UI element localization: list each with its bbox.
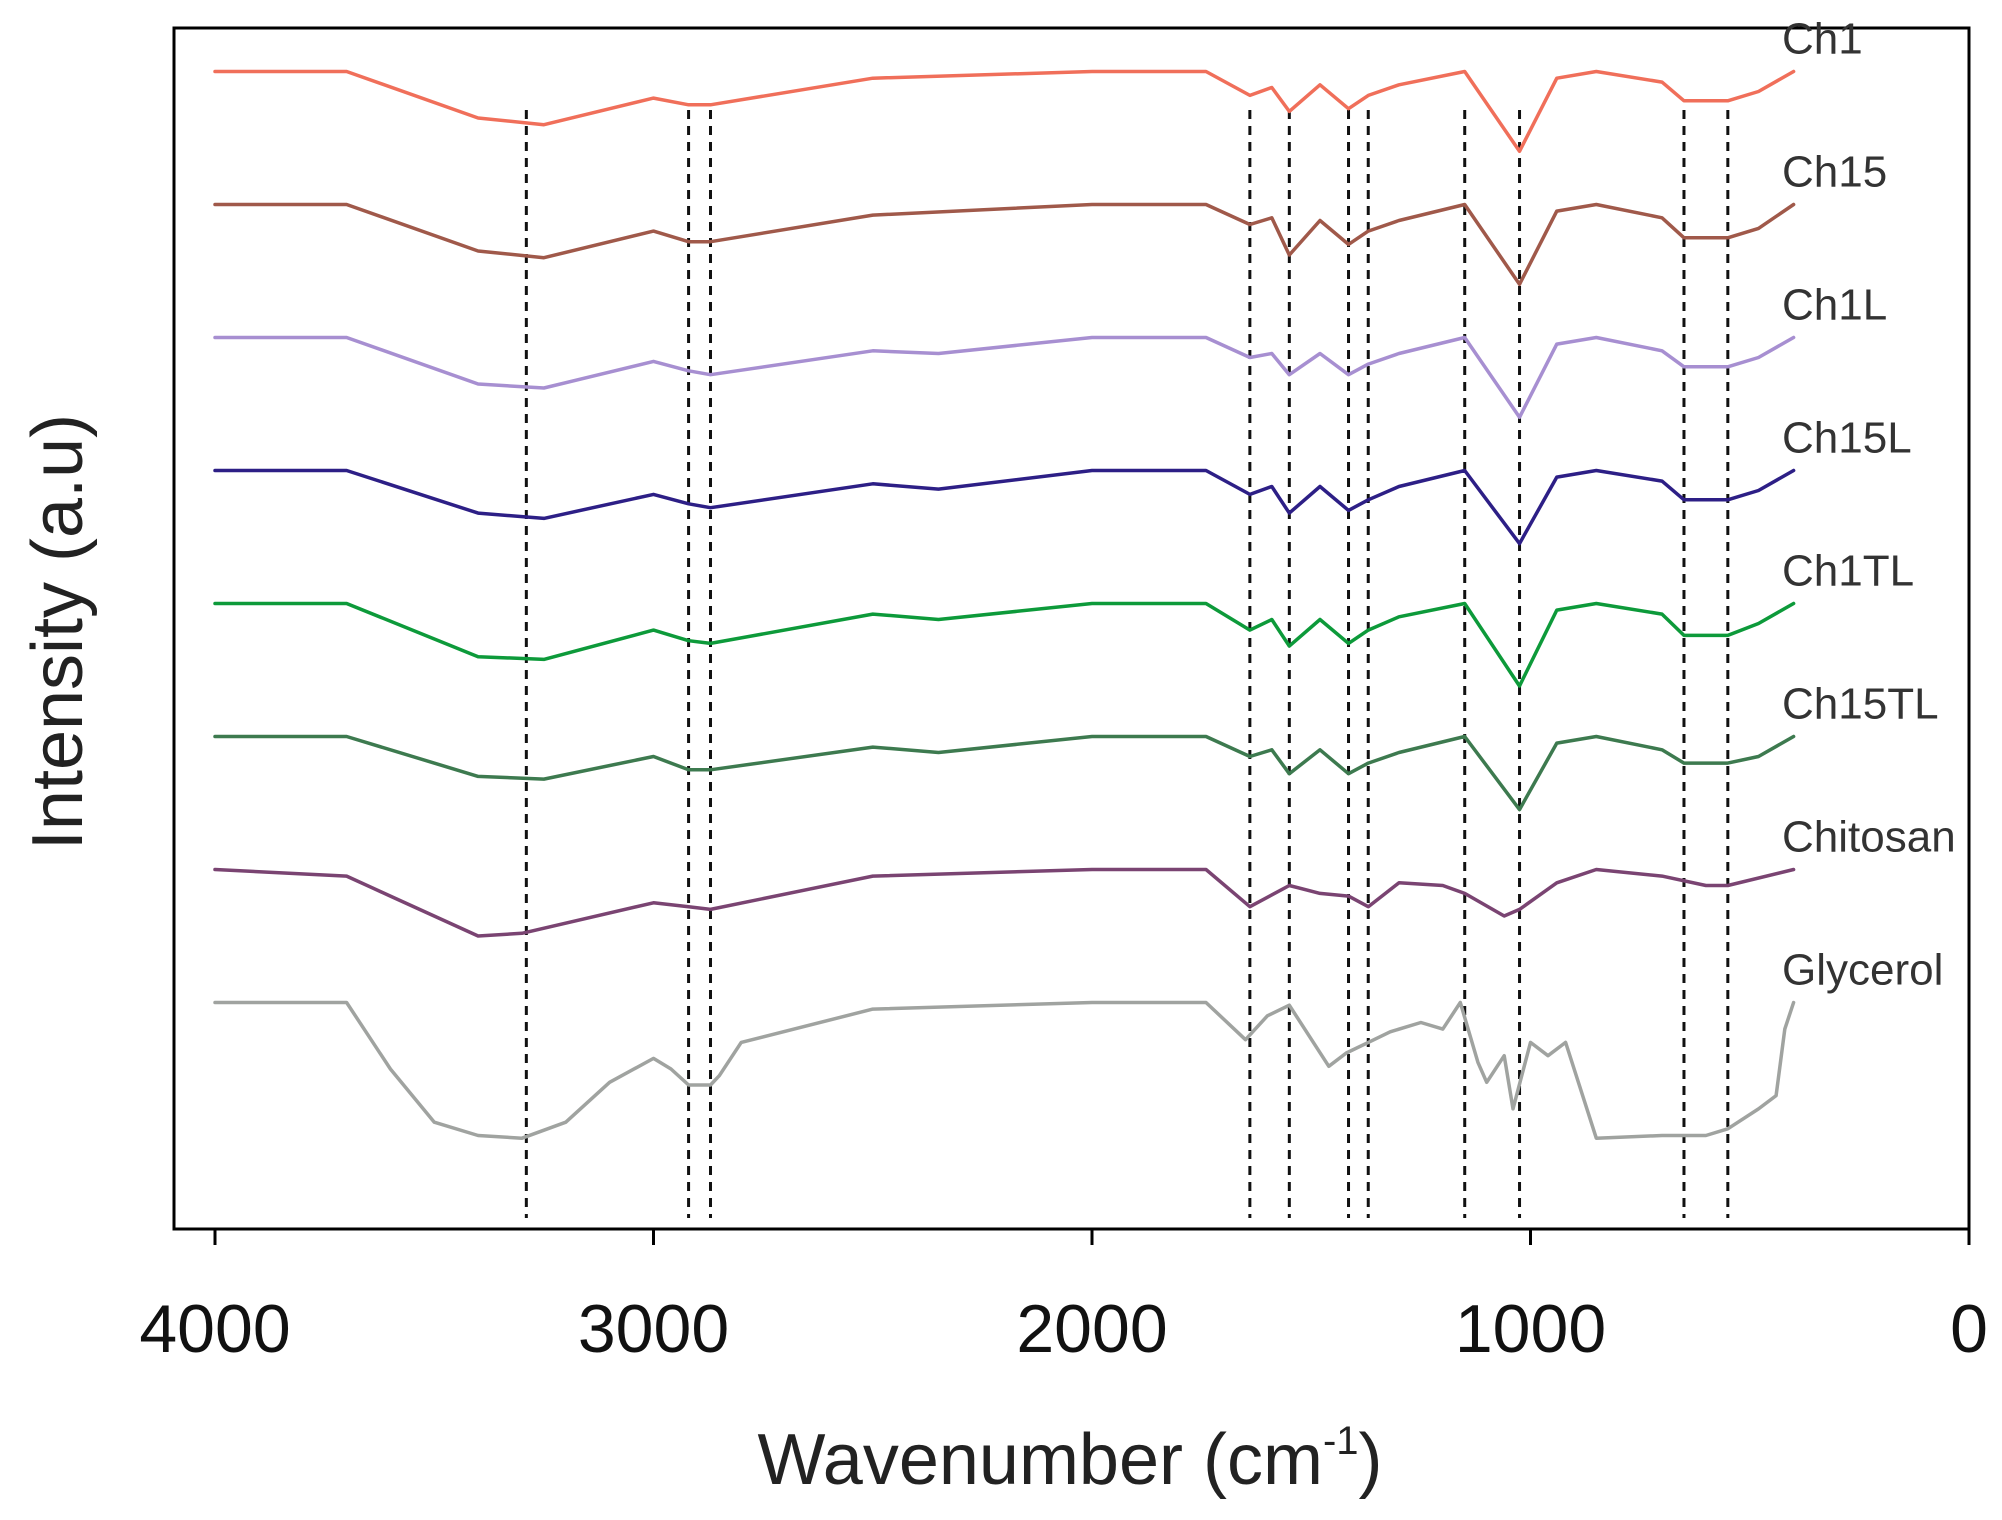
plot-frame — [172, 26, 1971, 1231]
series-line-ch15l — [213, 468, 1796, 546]
x-tick-label-2000: 2000 — [1016, 1291, 1167, 1367]
x-axis-label-close: ) — [1359, 1420, 1383, 1500]
series-label-chitosan: Chitosan — [1782, 813, 1956, 862]
series-group — [213, 69, 1796, 1140]
x-tick-label-1000: 1000 — [1455, 1291, 1606, 1367]
series-label-ch15l: Ch15L — [1782, 414, 1912, 463]
series-line-ch1l — [213, 335, 1796, 420]
series-label-glycerol: Glycerol — [1782, 946, 1943, 995]
x-axis-label: Wavenumber (cm-1) — [757, 1419, 1382, 1500]
series-label-ch15: Ch15 — [1782, 148, 1887, 197]
series-label-ch1tl: Ch1TL — [1782, 547, 1914, 596]
x-tick-label-0: 0 — [1950, 1291, 1988, 1367]
x-axis-label-superscript: -1 — [1323, 1419, 1359, 1463]
series-label-ch1l: Ch1L — [1782, 281, 1887, 330]
series-line-glycerol — [213, 1000, 1796, 1140]
series-line-ch15tl — [213, 734, 1796, 812]
series-label-ch15tl: Ch15TL — [1782, 680, 1939, 729]
series-line-ch1tl — [213, 601, 1796, 688]
reference-lines — [524, 110, 1730, 1218]
y-axis-label: Intensity (a.u) — [18, 414, 98, 850]
x-tick-label-4000: 4000 — [139, 1291, 290, 1367]
x-axis-label-main: Wavenumber (cm — [757, 1420, 1322, 1500]
series-labels: Ch1 Ch15 Ch1L Ch15L Ch1TL Ch15TL Chitosan Glyce… — [1782, 15, 1956, 995]
series-line-ch1 — [213, 69, 1796, 154]
series-line-ch15 — [213, 202, 1796, 287]
x-tick-label-3000: 3000 — [578, 1291, 729, 1367]
series-line-chitosan — [213, 867, 1796, 938]
x-axis-ticks: 4000 3000 2000 1000 0 — [139, 1229, 1988, 1367]
series-label-ch1: Ch1 — [1782, 15, 1863, 64]
